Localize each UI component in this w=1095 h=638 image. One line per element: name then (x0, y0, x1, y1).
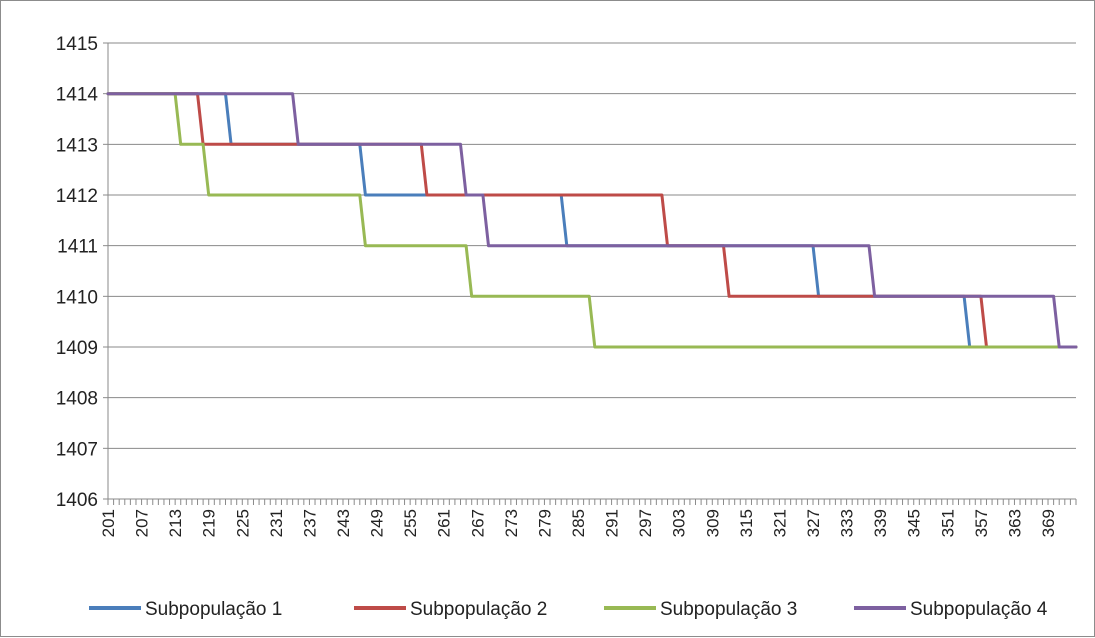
x-tick-label: 201 (99, 509, 118, 537)
x-tick-label: 213 (166, 509, 185, 537)
x-tick-label: 291 (603, 509, 622, 537)
y-tick-label: 1411 (57, 237, 98, 258)
x-tick-label: 357 (972, 509, 991, 537)
x-tick-label: 219 (200, 509, 219, 537)
x-tick-label: 315 (737, 509, 756, 537)
y-tick-label: 1412 (56, 186, 98, 207)
legend-label-3: Subpopulação 3 (660, 599, 797, 620)
x-tick-label: 207 (133, 509, 152, 537)
x-tick-label: 351 (938, 509, 957, 537)
y-tick-label: 1406 (56, 490, 98, 511)
y-tick-label: 1410 (56, 287, 98, 308)
series-line-3 (106, 92, 1078, 349)
x-tick-label: 249 (368, 509, 387, 537)
y-tick-label: 1409 (56, 338, 98, 359)
y-tick-label: 1413 (56, 135, 98, 156)
y-tick-label: 1407 (56, 439, 98, 460)
legend-label-4: Subpopulação 4 (910, 599, 1048, 620)
x-tick-label: 297 (636, 509, 655, 537)
x-tick-label: 231 (267, 509, 286, 537)
y-tick-label: 1408 (56, 389, 98, 410)
legend-label-1: Subpopulação 1 (145, 599, 282, 620)
x-tick-label: 279 (535, 509, 554, 537)
x-tick-label: 261 (435, 509, 454, 537)
x-tick-label: 363 (1005, 509, 1024, 537)
series-line-4 (106, 92, 1078, 349)
x-tick-label: 321 (770, 509, 789, 537)
x-tick-label: 309 (703, 509, 722, 537)
x-tick-label: 285 (569, 509, 588, 537)
x-tick-label: 345 (905, 509, 924, 537)
x-tick-label: 333 (838, 509, 857, 537)
x-tick-label: 237 (300, 509, 319, 537)
x-tick-label: 255 (401, 509, 420, 537)
x-tick-label: 339 (871, 509, 890, 537)
y-tick-label: 1415 (56, 34, 98, 55)
y-tick-label: 1414 (56, 85, 99, 106)
x-tick-label: 303 (670, 509, 689, 537)
legend-label-2: Subpopulação 2 (410, 599, 547, 620)
x-tick-label: 327 (804, 509, 823, 537)
x-tick-label: 243 (334, 509, 353, 537)
x-tick-label: 267 (468, 509, 487, 537)
x-tick-label: 225 (233, 509, 252, 537)
series-line-2 (106, 92, 1078, 349)
x-tick-label: 369 (1039, 509, 1058, 537)
x-tick-label: 273 (502, 509, 521, 537)
